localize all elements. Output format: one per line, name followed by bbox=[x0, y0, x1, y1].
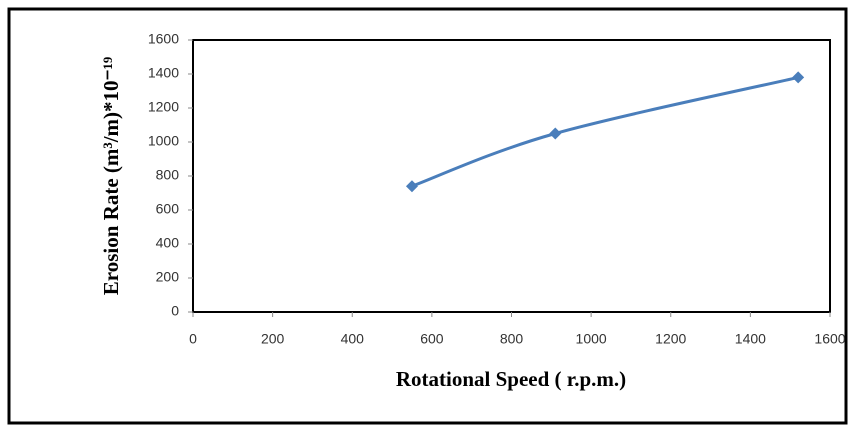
marker bbox=[405, 180, 418, 193]
x-tick-label: 800 bbox=[500, 331, 524, 347]
x-tick-label: 1400 bbox=[735, 331, 766, 347]
x-tick-label: 0 bbox=[189, 331, 197, 347]
y-tick-label: 400 bbox=[156, 235, 180, 251]
marker bbox=[792, 71, 805, 84]
y-tick-label: 1600 bbox=[148, 31, 179, 47]
x-tick-label: 1200 bbox=[655, 331, 686, 347]
y-tick-label: 1200 bbox=[148, 99, 179, 115]
y-axis-title: Erosion Rate (m³/m)*10⁻¹⁹ bbox=[99, 57, 123, 295]
x-tick-label: 1000 bbox=[576, 331, 607, 347]
y-tick-label: 0 bbox=[171, 303, 179, 319]
x-tick-label: 1600 bbox=[814, 331, 845, 347]
y-tick-label: 1400 bbox=[148, 65, 179, 81]
series-line bbox=[411, 75, 799, 188]
x-axis-title: Rotational Speed ( r.p.m.) bbox=[396, 367, 626, 391]
y-tick-label: 600 bbox=[156, 201, 180, 217]
x-tick-label: 200 bbox=[261, 331, 285, 347]
plot-area bbox=[192, 39, 831, 313]
x-tick-label: 600 bbox=[420, 331, 444, 347]
marker bbox=[549, 127, 562, 140]
frame bbox=[7, 7, 848, 425]
x-tick-label: 400 bbox=[341, 331, 365, 347]
y-tick-label: 800 bbox=[156, 167, 180, 183]
y-tick-label: 200 bbox=[156, 269, 180, 285]
y-tick-label: 1000 bbox=[148, 133, 179, 149]
